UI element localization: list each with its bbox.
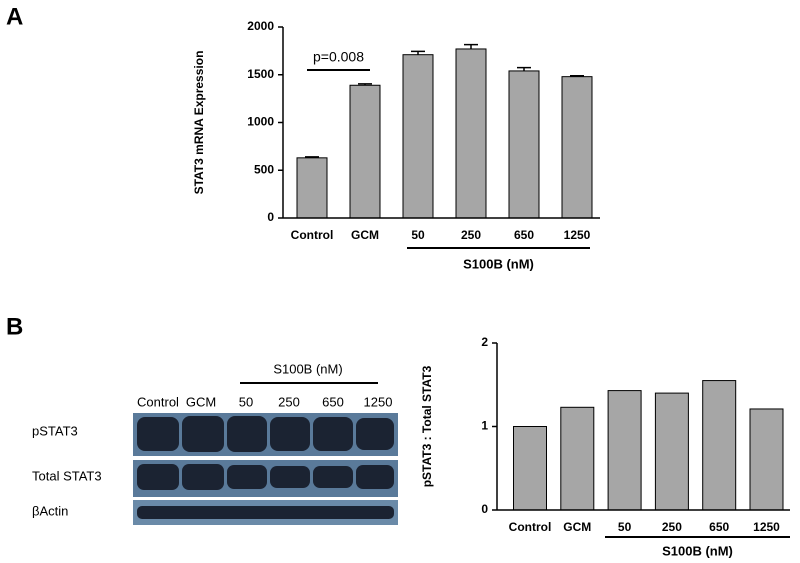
row-label: pSTAT3	[32, 423, 78, 438]
y-tick-label: 1000	[247, 115, 274, 129]
bar	[607, 390, 642, 511]
lane-label: 250	[278, 394, 300, 409]
error-bar	[570, 74, 584, 77]
bands	[137, 416, 394, 519]
bar	[349, 84, 381, 219]
x-tick-label: Control	[509, 520, 552, 534]
x-tick-label: 250	[662, 520, 682, 534]
x-tick-label: 650	[514, 228, 534, 242]
error-bar	[305, 156, 319, 158]
y-tick-label: 0	[481, 502, 488, 516]
bar	[513, 426, 547, 511]
lane-label: 650	[322, 394, 344, 409]
x-tick-label: GCM	[563, 520, 591, 534]
x-tick-label: 1250	[564, 228, 591, 242]
row-label: Total STAT3	[32, 468, 102, 483]
bar	[560, 406, 595, 511]
annotation: p=0.008	[313, 49, 364, 65]
lane-label: 1250	[364, 394, 393, 409]
bar	[296, 157, 328, 219]
y-axis-label: STAT3 mRNA Expression	[192, 51, 206, 195]
x-tick-label: 50	[411, 228, 425, 242]
y-tick-label: 2	[481, 335, 488, 349]
bar	[749, 408, 784, 511]
y-tick-label: 1500	[247, 67, 274, 81]
y-axis-label: pSTAT3 : Total STAT3	[420, 365, 434, 487]
y-tick-label: 0	[267, 210, 274, 224]
lane-label: GCM	[186, 394, 216, 409]
bar	[702, 380, 737, 511]
lane-label: 50	[239, 394, 253, 409]
blot: S100B (nM) Control GCM 50 250 650 1250 p…	[32, 361, 398, 525]
x-tick-label: Control	[291, 228, 334, 242]
bar	[654, 392, 689, 511]
y-tick-label: 500	[254, 162, 274, 176]
x-tick-label: 50	[618, 520, 632, 534]
y-tick-label: 2000	[247, 19, 274, 33]
error-bar	[517, 66, 531, 71]
group-label: S100B (nM)	[273, 361, 342, 376]
x-tick-label: 250	[461, 228, 481, 242]
lane-label: Control	[137, 394, 179, 409]
bar	[455, 48, 487, 219]
bar	[402, 54, 434, 219]
error-bar	[411, 50, 425, 55]
panel-label: B	[6, 313, 23, 340]
x-tick-label: 1250	[753, 520, 780, 534]
group-label: S100B (nM)	[463, 256, 534, 271]
error-bar	[464, 43, 478, 49]
bar	[561, 76, 593, 219]
x-tick-label: GCM	[351, 228, 379, 242]
y-tick-label: 1	[481, 419, 488, 433]
x-tick-label: 650	[709, 520, 729, 534]
error-bar	[358, 83, 372, 86]
row-label: βActin	[32, 503, 68, 518]
group-label: S100B (nM)	[662, 543, 733, 558]
panel-label: A	[6, 3, 23, 30]
bar	[508, 70, 540, 219]
